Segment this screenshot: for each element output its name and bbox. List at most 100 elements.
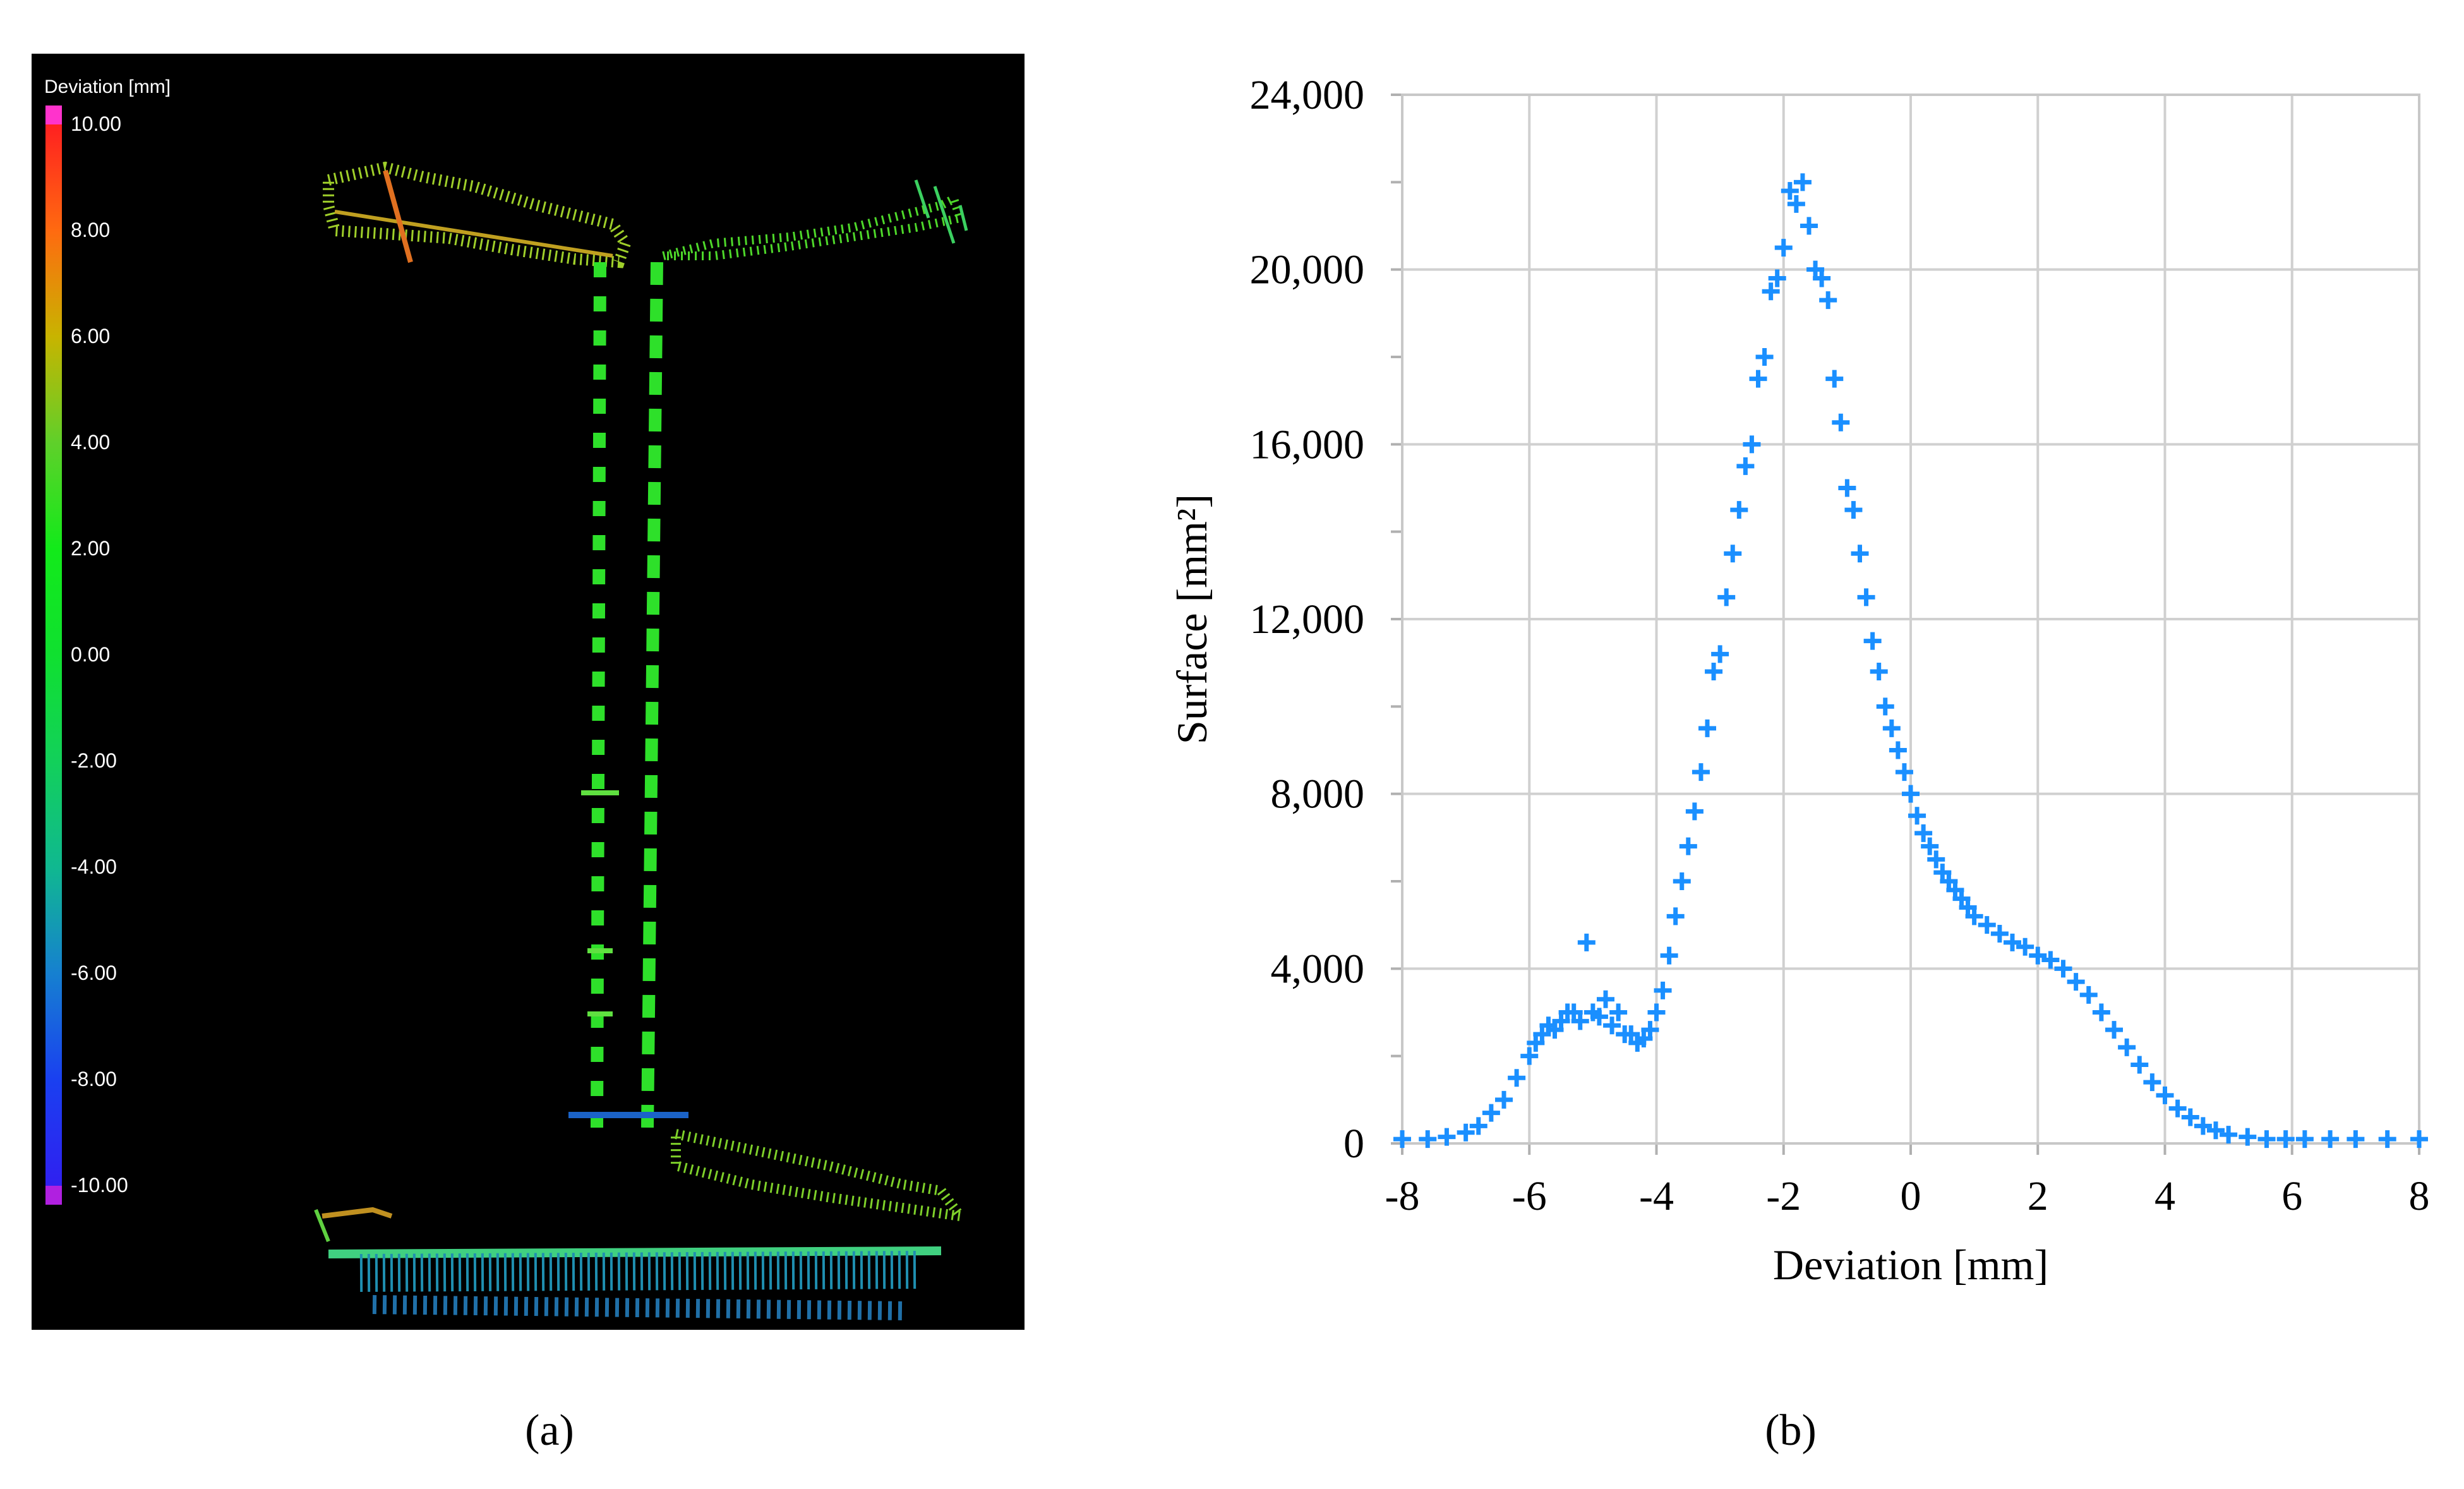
data-point [1571, 1012, 1589, 1030]
data-point [2016, 937, 2034, 956]
data-point [1819, 291, 1837, 310]
y-tick-label: 4,000 [1271, 946, 1365, 992]
data-point [1597, 990, 1614, 1008]
top-left-flange-edge [334, 210, 613, 258]
data-point [1724, 545, 1742, 563]
data-point [1457, 1123, 1475, 1142]
data-point [1825, 370, 1844, 388]
data-point [1927, 850, 1945, 869]
y-axis-label: Surface [mm²] [1168, 494, 1216, 744]
colorbar-tick-label: -6.00 [71, 962, 117, 984]
data-point [1895, 763, 1913, 781]
y-tick-labels: 0 4,000 8,000 12,000 16,000 20,000 24,000 [1250, 72, 1365, 1167]
data-point [1730, 501, 1748, 519]
beam-cross-section [314, 161, 971, 1320]
web-markers [581, 790, 619, 1016]
data-point [1590, 1008, 1608, 1026]
colorbar-tick-label: 2.00 [71, 537, 110, 560]
top-right-flange-tip [914, 179, 968, 244]
data-point [1965, 907, 1983, 925]
colorbar-bottom-cap [45, 1186, 62, 1205]
data-point [1762, 282, 1780, 301]
data-point [2257, 1130, 2276, 1148]
data-point [1520, 1047, 1539, 1065]
x-tick-labels: -8 -6 -4 -2 0 2 4 6 8 [1385, 1173, 2430, 1219]
web-left-edge [591, 262, 606, 1128]
data-point [2054, 960, 2072, 978]
colorbar-tick-label: 10.00 [71, 112, 121, 135]
data-point [1577, 933, 1596, 951]
data-point [2156, 1086, 2174, 1104]
colorbar-top-cap [45, 105, 62, 124]
data-point [1749, 370, 1767, 388]
data-point [1469, 1117, 1487, 1135]
data-point [2092, 1003, 2110, 1022]
x-tick-label: 2 [2028, 1173, 2048, 1219]
top-left-flange-hotspot [383, 169, 413, 263]
x-tick-label: -2 [1766, 1173, 1801, 1219]
data-point [2321, 1130, 2340, 1148]
data-point [2207, 1121, 2225, 1140]
data-point [2041, 951, 2060, 969]
data-point [1508, 1069, 1526, 1087]
data-point [1857, 588, 1875, 606]
data-point [1800, 217, 1818, 235]
data-point [1787, 195, 1805, 213]
colorbar-tick-label: 8.00 [71, 219, 110, 241]
colorbar-tick-label: -8.00 [71, 1068, 117, 1090]
data-point [2194, 1117, 2212, 1135]
surface-deviation-scatter: 0 4,000 8,000 12,000 16,000 20,000 24,000 -8 -6… [1168, 72, 2430, 1289]
data-point [1902, 785, 1920, 803]
data-point [2168, 1099, 2187, 1118]
data-point [1863, 632, 1882, 650]
y-tick-label: 20,000 [1250, 247, 1365, 293]
data-point [1673, 872, 1691, 890]
data-point [2239, 1128, 2257, 1146]
data-point [1838, 479, 1856, 497]
panel-b-caption: (b) [1765, 1406, 1817, 1455]
data-point [2079, 986, 2098, 1004]
x-tick-label: -8 [1385, 1173, 1420, 1219]
data-point [1755, 348, 1774, 366]
data-point [1660, 946, 1678, 965]
data-point [1882, 719, 1901, 737]
colorbar-tick-label: 6.00 [71, 325, 110, 347]
data-point [1717, 588, 1736, 606]
x-tick-label: 8 [2409, 1173, 2430, 1219]
x-axis-label: Deviation [mm] [1773, 1241, 2048, 1289]
x-tick-label: -4 [1639, 1173, 1674, 1219]
data-point [1666, 907, 1685, 925]
data-point [1482, 1104, 1500, 1122]
bottom-left-flange-tip [322, 1207, 393, 1219]
panel-a-caption: (a) [525, 1406, 574, 1455]
top-right-flange [662, 193, 966, 260]
data-point [1603, 1016, 1621, 1035]
data-point [2378, 1130, 2396, 1148]
data-point [1609, 1003, 1628, 1022]
data-point [1438, 1128, 1456, 1146]
x-tick-label: 0 [1901, 1173, 1921, 1219]
bottom-plate-lower [372, 1295, 904, 1320]
data-point [1685, 802, 1704, 821]
data-point [1736, 457, 1755, 475]
chart-grid [1401, 93, 2420, 1145]
data-point [1793, 173, 1812, 191]
colorbar-tick-label: 4.00 [71, 431, 110, 454]
data-point [1419, 1130, 1437, 1148]
data-point [2118, 1038, 2136, 1056]
colorbar-tick-label: 0.00 [71, 643, 110, 666]
y-tick-label: 24,000 [1250, 72, 1365, 118]
data-point [1774, 239, 1793, 257]
data-point [2130, 1056, 2149, 1074]
y-tick-label: 0 [1343, 1121, 1364, 1167]
data-point [1921, 837, 1939, 855]
y-tick-label: 8,000 [1271, 771, 1365, 817]
data-point [1711, 645, 1729, 663]
data-point [1870, 663, 1888, 680]
data-point [1832, 413, 1850, 431]
data-point [1641, 1021, 1659, 1039]
colorbar-tick-label: -2.00 [71, 749, 117, 772]
web-right-edge [641, 262, 663, 1128]
data-point [2276, 1130, 2295, 1148]
data-point [2295, 1130, 2314, 1148]
